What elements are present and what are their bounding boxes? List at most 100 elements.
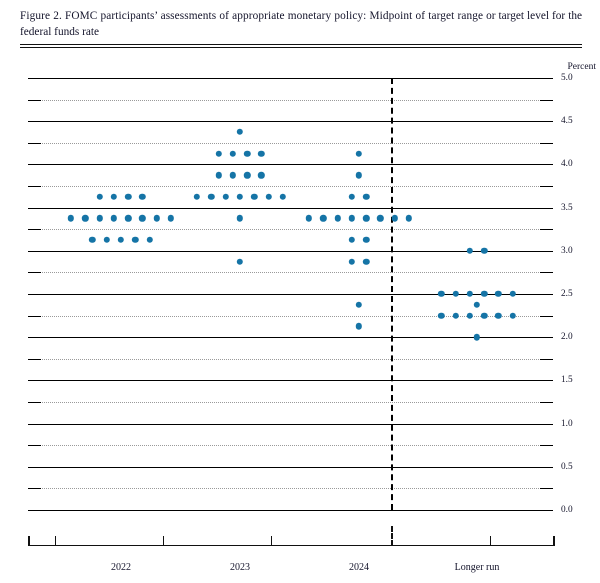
- projection-dot: [146, 236, 153, 244]
- y-axis-tick: [540, 272, 553, 274]
- projection-dot: [438, 312, 445, 319]
- y-axis-tick-label: 1.0: [561, 418, 573, 429]
- projection-dot: [258, 150, 265, 157]
- projection-dot: [377, 215, 384, 222]
- y-axis-tick: [540, 99, 553, 101]
- y-axis-tick: [28, 78, 41, 79]
- gridline-minor: [28, 445, 553, 447]
- y-axis-tick: [28, 142, 41, 144]
- gridline-major: [28, 380, 553, 382]
- projection-dot: [438, 290, 445, 298]
- projection-dot: [103, 236, 110, 244]
- projection-dot: [362, 193, 370, 200]
- y-axis-tick: [540, 488, 553, 490]
- longer-run-separator-line: [391, 78, 393, 510]
- projection-dot: [362, 236, 370, 244]
- projection-dot: [305, 215, 313, 222]
- projection-dot: [348, 236, 356, 244]
- y-axis-tick-label: 5.0: [561, 73, 573, 83]
- projection-dot: [473, 333, 481, 341]
- projection-dot: [229, 171, 237, 179]
- y-axis-tick-label: 3.0: [561, 245, 573, 256]
- projection-dot: [243, 150, 251, 157]
- y-axis-tick: [28, 466, 41, 468]
- gridline-major: [28, 466, 553, 468]
- gridline-minor: [28, 99, 553, 101]
- projection-dot: [110, 215, 118, 222]
- gridline-minor: [28, 186, 553, 187]
- y-axis-tick: [540, 294, 553, 295]
- y-axis-tick: [28, 250, 41, 252]
- projection-dot: [355, 301, 363, 308]
- projection-dot: [229, 150, 237, 157]
- figure-caption: Figure 2. FOMC participants’ assessments…: [20, 8, 582, 40]
- projection-dot: [110, 193, 118, 200]
- y-axis-tick: [28, 337, 41, 339]
- y-axis-tick: [540, 78, 553, 79]
- projection-dot: [208, 193, 215, 200]
- gridline-major: [28, 337, 553, 339]
- projection-dot: [117, 236, 125, 244]
- projection-dot: [348, 215, 356, 222]
- gridline-minor: [28, 402, 553, 403]
- x-axis-tick: [55, 536, 56, 546]
- gridline-minor: [28, 315, 553, 317]
- projection-dot: [509, 312, 516, 319]
- projection-dot: [509, 290, 516, 298]
- x-axis-label-2024: 2024: [349, 562, 369, 573]
- x-axis-separator-tick: [391, 526, 393, 546]
- projection-dot: [139, 215, 146, 222]
- x-axis-line: [28, 545, 553, 546]
- projection-dot: [466, 290, 474, 298]
- projection-dot: [96, 193, 103, 200]
- x-axis-end-cap: [553, 536, 555, 546]
- projection-dot: [473, 301, 481, 308]
- x-axis-tick: [490, 536, 491, 546]
- y-axis-tick: [540, 121, 553, 123]
- projection-dot: [480, 290, 488, 298]
- projection-dot: [251, 193, 258, 200]
- projection-dot: [405, 215, 413, 222]
- y-axis-tick: [540, 337, 553, 339]
- x-axis-end-cap: [28, 536, 30, 546]
- header-rule-thin: [20, 47, 582, 48]
- y-axis-tick: [28, 315, 41, 317]
- projection-dot: [139, 193, 146, 200]
- y-axis-tick: [540, 402, 553, 403]
- y-axis-tick: [28, 423, 41, 425]
- projection-dot: [495, 290, 502, 298]
- gridline-major: [28, 207, 553, 209]
- projection-dot: [348, 258, 356, 265]
- projection-dot: [362, 258, 370, 265]
- projection-dot: [243, 171, 251, 179]
- y-axis-tick-label: 2.0: [561, 332, 573, 343]
- y-axis-tick: [28, 380, 41, 382]
- y-axis-tick: [28, 121, 41, 123]
- y-axis-tick: [540, 358, 553, 360]
- projection-dot: [167, 215, 175, 222]
- y-axis-tick: [28, 99, 41, 101]
- projection-dot: [480, 247, 488, 254]
- projection-dot: [466, 312, 474, 319]
- gridline-major: [28, 121, 553, 123]
- y-axis-tick: [540, 250, 553, 252]
- projection-dot: [215, 150, 222, 157]
- gridline-minor: [28, 229, 553, 231]
- projection-dot: [222, 193, 229, 200]
- y-axis-tick: [28, 294, 41, 295]
- y-axis-unit-label: Percent: [567, 62, 597, 72]
- gridline-minor: [28, 272, 553, 274]
- projection-dot: [124, 215, 132, 222]
- gridline-minor: [28, 142, 553, 144]
- projection-dot: [495, 312, 502, 319]
- y-axis-tick: [540, 164, 553, 166]
- y-axis-tick: [540, 207, 553, 209]
- x-axis-label-2022: 2022: [111, 562, 131, 573]
- projection-dot: [132, 236, 139, 244]
- header-rule-thick: [20, 44, 582, 45]
- figure-caption-line-1: Figure 2. FOMC participants’ assessments…: [20, 10, 484, 22]
- y-axis-tick: [540, 423, 553, 425]
- y-axis-tick: [540, 466, 553, 468]
- y-axis-tick: [540, 510, 553, 511]
